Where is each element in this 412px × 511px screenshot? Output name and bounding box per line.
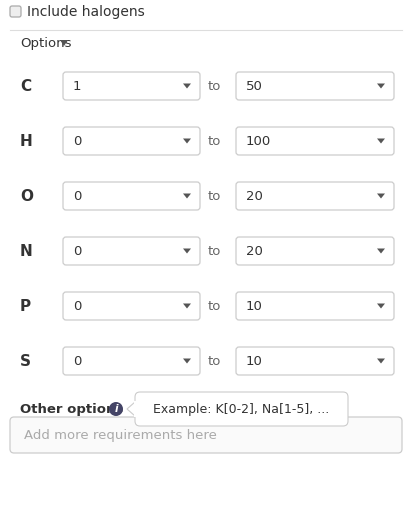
Polygon shape (377, 248, 385, 253)
Text: to: to (207, 355, 221, 367)
Polygon shape (183, 359, 191, 363)
Text: 0: 0 (73, 355, 82, 367)
Text: 20: 20 (246, 244, 263, 258)
FancyBboxPatch shape (236, 347, 394, 375)
Circle shape (109, 402, 123, 416)
Text: 20: 20 (246, 190, 263, 202)
Polygon shape (183, 304, 191, 309)
Text: i: i (114, 404, 118, 414)
Polygon shape (377, 304, 385, 309)
Text: 10: 10 (246, 299, 263, 313)
Text: Options: Options (20, 36, 72, 50)
Text: N: N (20, 244, 33, 259)
Polygon shape (377, 359, 385, 363)
FancyBboxPatch shape (63, 292, 200, 320)
Text: 10: 10 (246, 355, 263, 367)
FancyBboxPatch shape (63, 182, 200, 210)
Text: Include halogens: Include halogens (27, 5, 145, 18)
Text: 0: 0 (73, 134, 82, 148)
Text: Example: K[0-2], Na[1-5], ...: Example: K[0-2], Na[1-5], ... (153, 403, 330, 415)
Polygon shape (377, 83, 385, 88)
Polygon shape (183, 83, 191, 88)
FancyBboxPatch shape (236, 237, 394, 265)
Text: to: to (207, 244, 221, 258)
FancyBboxPatch shape (63, 347, 200, 375)
FancyBboxPatch shape (63, 237, 200, 265)
Polygon shape (183, 138, 191, 144)
Text: Add more requirements here: Add more requirements here (24, 429, 217, 442)
FancyBboxPatch shape (10, 6, 21, 17)
FancyBboxPatch shape (10, 417, 402, 453)
Text: H: H (20, 133, 33, 149)
Text: 0: 0 (73, 299, 82, 313)
Text: Other options: Other options (20, 403, 123, 415)
FancyBboxPatch shape (236, 292, 394, 320)
FancyBboxPatch shape (63, 127, 200, 155)
Text: to: to (207, 80, 221, 92)
FancyBboxPatch shape (236, 182, 394, 210)
Text: C: C (20, 79, 31, 94)
Text: P: P (20, 298, 31, 314)
Text: O: O (20, 189, 33, 203)
Text: 0: 0 (73, 190, 82, 202)
FancyBboxPatch shape (236, 72, 394, 100)
Polygon shape (377, 194, 385, 198)
Polygon shape (183, 248, 191, 253)
Text: to: to (207, 134, 221, 148)
Polygon shape (183, 194, 191, 198)
Text: 1: 1 (73, 80, 82, 92)
Text: 0: 0 (73, 244, 82, 258)
Text: 50: 50 (246, 80, 263, 92)
FancyBboxPatch shape (63, 72, 200, 100)
FancyBboxPatch shape (236, 127, 394, 155)
Polygon shape (127, 402, 135, 416)
Text: S: S (20, 354, 31, 368)
FancyBboxPatch shape (135, 392, 348, 426)
Text: 100: 100 (246, 134, 271, 148)
Text: to: to (207, 299, 221, 313)
Polygon shape (60, 40, 68, 46)
Text: to: to (207, 190, 221, 202)
Polygon shape (377, 138, 385, 144)
